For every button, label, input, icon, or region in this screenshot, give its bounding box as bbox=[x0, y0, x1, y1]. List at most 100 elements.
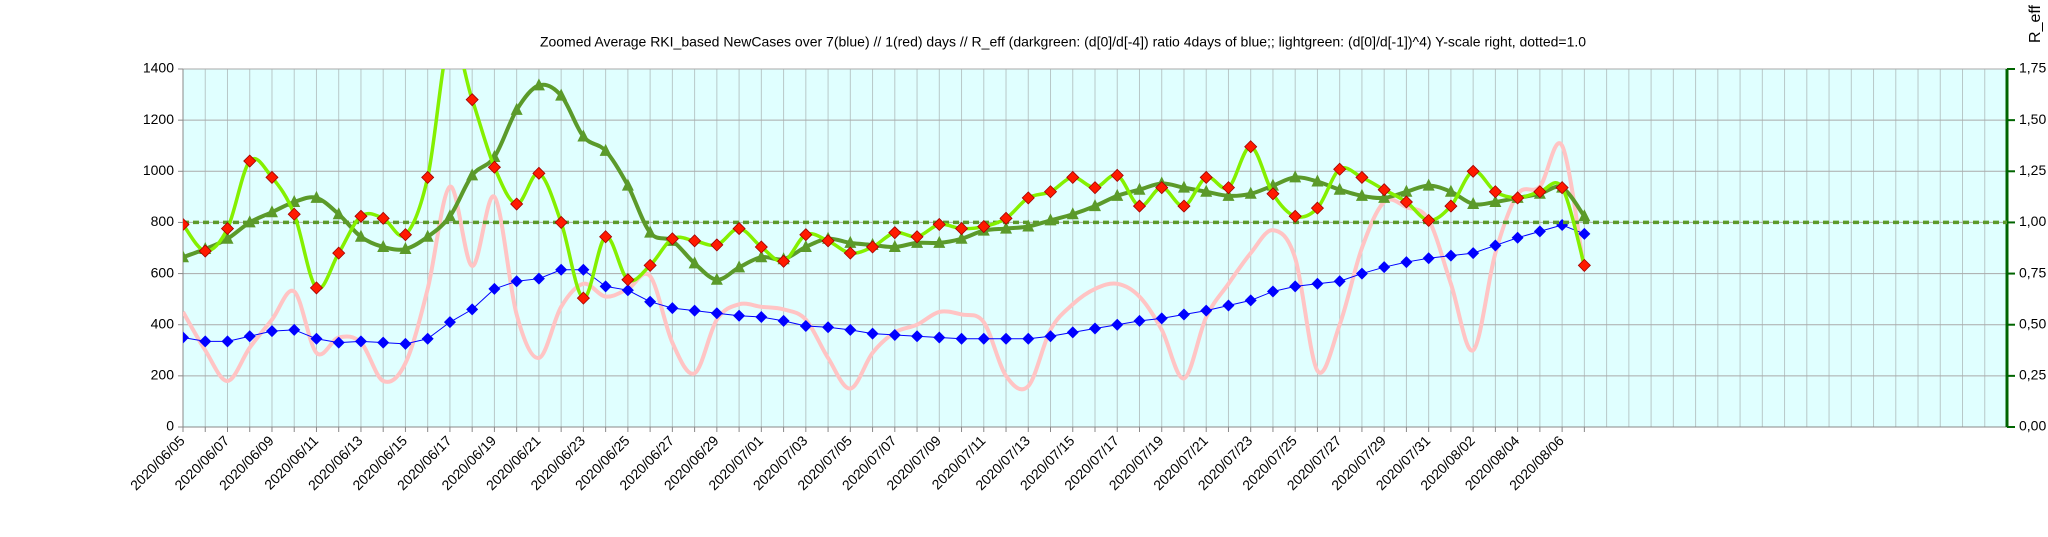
data-point bbox=[376, 211, 390, 225]
data-point bbox=[754, 240, 768, 254]
data-point bbox=[1021, 191, 1035, 205]
y-tick-label: 1000 bbox=[143, 162, 174, 178]
data-point bbox=[1333, 162, 1347, 176]
data-point bbox=[1155, 312, 1168, 325]
y2-tick-label: 1,25 bbox=[2019, 162, 2046, 178]
data-point bbox=[377, 239, 390, 252]
data-point bbox=[599, 280, 612, 293]
y2-tick-label: 0,25 bbox=[2019, 367, 2046, 383]
data-point bbox=[183, 250, 189, 263]
data-point bbox=[888, 239, 901, 252]
y-tick-label: 800 bbox=[151, 213, 175, 229]
data-point bbox=[1444, 199, 1458, 213]
data-point bbox=[510, 197, 524, 211]
data-point bbox=[1221, 181, 1236, 195]
data-point bbox=[1132, 199, 1147, 213]
data-point bbox=[243, 330, 256, 343]
data-point bbox=[399, 242, 412, 255]
data-point bbox=[710, 238, 724, 252]
data-point bbox=[1200, 184, 1213, 197]
data-point bbox=[466, 168, 479, 181]
data-point bbox=[1333, 275, 1346, 288]
data-point bbox=[1289, 280, 1302, 293]
data-point bbox=[532, 272, 545, 285]
data-point bbox=[310, 332, 323, 345]
data-point bbox=[688, 304, 701, 317]
data-point bbox=[799, 228, 813, 242]
data-point bbox=[1400, 256, 1413, 269]
data-point bbox=[1177, 308, 1190, 321]
data-point bbox=[1044, 213, 1057, 226]
data-point bbox=[710, 307, 723, 320]
data-point bbox=[1110, 168, 1124, 182]
data-point bbox=[1066, 207, 1079, 220]
data-point bbox=[1244, 140, 1258, 154]
data-point bbox=[843, 246, 857, 260]
data-point bbox=[220, 222, 235, 236]
data-point bbox=[554, 215, 568, 229]
data-point bbox=[354, 335, 367, 348]
y-tick-label: 0 bbox=[166, 418, 174, 434]
data-point bbox=[1467, 197, 1480, 210]
data-point bbox=[1222, 299, 1235, 312]
data-point bbox=[398, 228, 413, 242]
data-point bbox=[954, 222, 969, 236]
data-point bbox=[1244, 186, 1257, 199]
data-point bbox=[1089, 199, 1101, 212]
data-point bbox=[1244, 294, 1257, 307]
data-point bbox=[822, 321, 835, 334]
data-point bbox=[733, 260, 746, 273]
data-point bbox=[955, 231, 968, 244]
y-tick-label: 1400 bbox=[143, 60, 174, 76]
data-point bbox=[577, 263, 590, 276]
data-point bbox=[1378, 190, 1391, 203]
data-point bbox=[221, 335, 234, 348]
data-point bbox=[1044, 330, 1057, 343]
data-point bbox=[1377, 183, 1391, 197]
data-point bbox=[688, 234, 702, 248]
data-point bbox=[421, 229, 434, 242]
data-point bbox=[1177, 180, 1190, 193]
data-point bbox=[487, 160, 501, 174]
data-point bbox=[332, 246, 346, 260]
data-point bbox=[844, 323, 857, 336]
data-point bbox=[621, 284, 634, 297]
data-point bbox=[265, 205, 278, 218]
y-tick-label: 600 bbox=[151, 264, 175, 280]
data-point bbox=[844, 235, 857, 248]
data-point bbox=[221, 231, 234, 244]
data-point bbox=[799, 239, 812, 252]
data-point bbox=[532, 78, 545, 91]
data-point bbox=[955, 332, 968, 345]
y-tick-label: 200 bbox=[151, 367, 175, 383]
data-point bbox=[1511, 231, 1524, 244]
data-point bbox=[1422, 213, 1436, 227]
y2-tick-label: 0,75 bbox=[2019, 264, 2046, 280]
data-point bbox=[732, 222, 746, 236]
data-point bbox=[1200, 304, 1213, 317]
data-point bbox=[733, 309, 746, 322]
data-point bbox=[755, 311, 768, 324]
y2-tick-label: 0,00 bbox=[2019, 418, 2046, 434]
data-point bbox=[1043, 185, 1058, 199]
data-point bbox=[1355, 267, 1368, 280]
series-line bbox=[183, 82, 1586, 282]
data-point bbox=[1066, 170, 1080, 184]
data-point bbox=[421, 170, 435, 184]
data-point bbox=[1399, 195, 1413, 209]
data-point bbox=[309, 281, 324, 295]
data-point bbox=[1088, 181, 1102, 195]
data-point bbox=[665, 232, 679, 246]
data-point bbox=[1133, 314, 1146, 327]
data-point bbox=[666, 302, 679, 315]
data-point bbox=[1355, 170, 1369, 184]
data-point bbox=[354, 229, 367, 242]
data-point bbox=[1355, 188, 1368, 201]
data-point bbox=[688, 256, 701, 269]
data-point bbox=[1422, 252, 1435, 265]
data-point bbox=[1333, 182, 1346, 195]
data-point bbox=[910, 230, 924, 244]
data-point bbox=[265, 325, 278, 338]
data-point bbox=[644, 295, 657, 308]
data-point bbox=[888, 328, 901, 341]
